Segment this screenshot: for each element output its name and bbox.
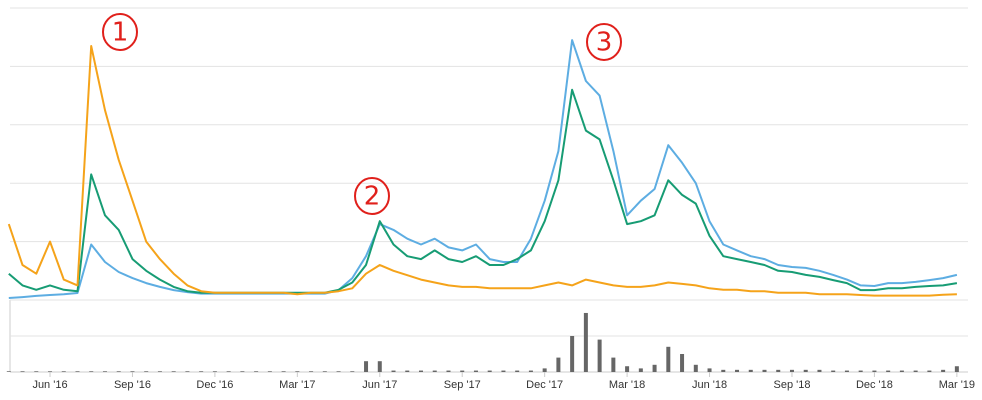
x-tick-label: Mar '19	[939, 379, 975, 391]
annotation-circle	[102, 13, 138, 51]
volume-bar	[322, 371, 327, 372]
x-tick-label: Jun '18	[692, 379, 727, 391]
x-tick-label: Jun '17	[362, 379, 397, 391]
volume-bar	[432, 370, 437, 372]
volume-bar	[913, 370, 918, 372]
volume-bar	[157, 371, 162, 372]
volume-bar	[748, 369, 753, 372]
volume-bar	[638, 368, 643, 372]
volume-bar	[625, 366, 630, 372]
volume-bar	[528, 370, 533, 372]
volume-bar	[666, 346, 671, 372]
volume-bar	[350, 371, 355, 372]
volume-bar	[185, 371, 190, 372]
volume-bar	[556, 357, 561, 372]
volume-bar	[226, 371, 231, 372]
volume-bar	[680, 354, 685, 372]
volume-bar	[721, 369, 726, 372]
volume-bar	[831, 370, 836, 372]
volume-bar	[75, 371, 80, 372]
volume-bar	[817, 369, 822, 372]
volume-bar	[240, 371, 245, 372]
x-tick-label: Sep '16	[114, 379, 151, 391]
volume-bar	[364, 361, 369, 372]
volume-bar	[803, 369, 808, 372]
volume-bar	[693, 364, 698, 372]
volume-bar	[61, 371, 66, 372]
x-tick-label: Mar '17	[279, 379, 315, 391]
volume-bar	[377, 361, 382, 372]
volume-bar	[254, 371, 259, 372]
volume-bar	[570, 336, 575, 372]
volume-bar	[48, 371, 53, 372]
volume-bar	[309, 371, 314, 372]
volume-bar	[542, 368, 547, 372]
volume-bar	[473, 370, 478, 372]
volume-bar	[735, 369, 740, 372]
line-series	[7, 45, 957, 297]
volume-bar	[954, 366, 959, 372]
volume-bar	[707, 368, 712, 372]
volume-bar	[941, 369, 946, 372]
volume-bar	[460, 370, 465, 372]
x-tick-label: Sep '17	[444, 379, 481, 391]
volume-bar	[844, 370, 849, 372]
volume-bar	[446, 370, 451, 372]
volume-bar	[391, 370, 396, 372]
volume-bar	[295, 371, 300, 372]
x-tick-label: Dec '16	[196, 379, 233, 391]
annotation: 3	[596, 28, 613, 58]
volume-bar	[34, 371, 39, 372]
volume-bar	[419, 370, 423, 372]
volume-bar	[611, 357, 616, 372]
volume-bar	[927, 370, 932, 372]
line-series	[8, 88, 958, 294]
volume-bar	[281, 371, 286, 372]
volume-bar	[6, 371, 11, 372]
annotation: 2	[364, 182, 381, 212]
x-tick-label: Dec '18	[856, 379, 893, 391]
volume-bar	[102, 371, 107, 372]
line-series	[8, 39, 958, 299]
volume-bar	[762, 369, 767, 372]
volume-bar	[776, 369, 781, 372]
volume-bar	[212, 371, 217, 372]
volume-bar	[171, 371, 176, 372]
annotation-circle	[354, 177, 390, 215]
volume-bar	[487, 370, 492, 372]
volume-bar	[267, 371, 272, 372]
volume-bar	[872, 370, 877, 372]
volume-bar	[144, 371, 149, 372]
volume-bar	[116, 371, 121, 372]
x-tick-label: Sep '18	[773, 379, 810, 391]
volume-bar	[20, 371, 25, 372]
volume-bar	[789, 369, 794, 372]
annotation: 1	[112, 18, 129, 48]
x-tick-label: Mar '18	[609, 379, 645, 391]
volume-bar	[130, 371, 135, 372]
volume-bar	[858, 370, 863, 372]
volume-bar	[886, 370, 891, 372]
x-tick-label: Dec '17	[526, 379, 563, 391]
volume-bar	[515, 370, 520, 372]
x-tick-label: Jun '16	[32, 379, 67, 391]
volume-bar	[89, 371, 94, 372]
volume-bar	[199, 371, 204, 372]
annotation-circle	[586, 23, 622, 61]
volume-bar	[597, 339, 602, 372]
volume-bar	[501, 370, 506, 372]
volume-bar	[899, 370, 904, 372]
volume-bar	[405, 370, 410, 372]
volume-bar	[652, 364, 657, 372]
volume-bar	[583, 312, 588, 372]
volume-bar	[336, 371, 341, 372]
